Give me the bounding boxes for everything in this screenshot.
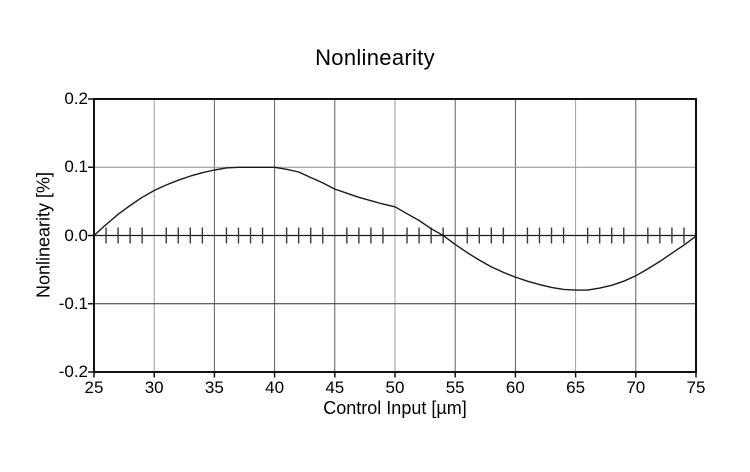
x-tick-label: 65: [566, 378, 586, 397]
nonlinearity-curve: [93, 166, 697, 291]
y-tick-label: 0.2: [64, 89, 88, 108]
x-tick-label: 35: [204, 378, 224, 397]
chart-title: Nonlinearity: [315, 45, 435, 70]
y-tick-label: 0.1: [64, 157, 88, 177]
x-tick-label: 60: [505, 378, 525, 397]
x-tick-label: 70: [626, 378, 646, 397]
x-tick-label: 30: [144, 378, 164, 397]
y-tick-label: 0.0: [64, 225, 88, 245]
x-tick-label: 75: [686, 378, 706, 397]
y-tick-label: -0.1: [58, 293, 88, 313]
x-tick-label: 45: [325, 378, 345, 397]
x-axis-label: Control Input [µm]: [323, 398, 467, 418]
x-tick-label: 50: [385, 378, 405, 397]
x-tick-label: 40: [265, 378, 285, 397]
x-tick-label: 55: [445, 378, 465, 397]
y-tick-label: -0.2: [58, 362, 88, 381]
x-tick-label: 25: [84, 378, 104, 397]
